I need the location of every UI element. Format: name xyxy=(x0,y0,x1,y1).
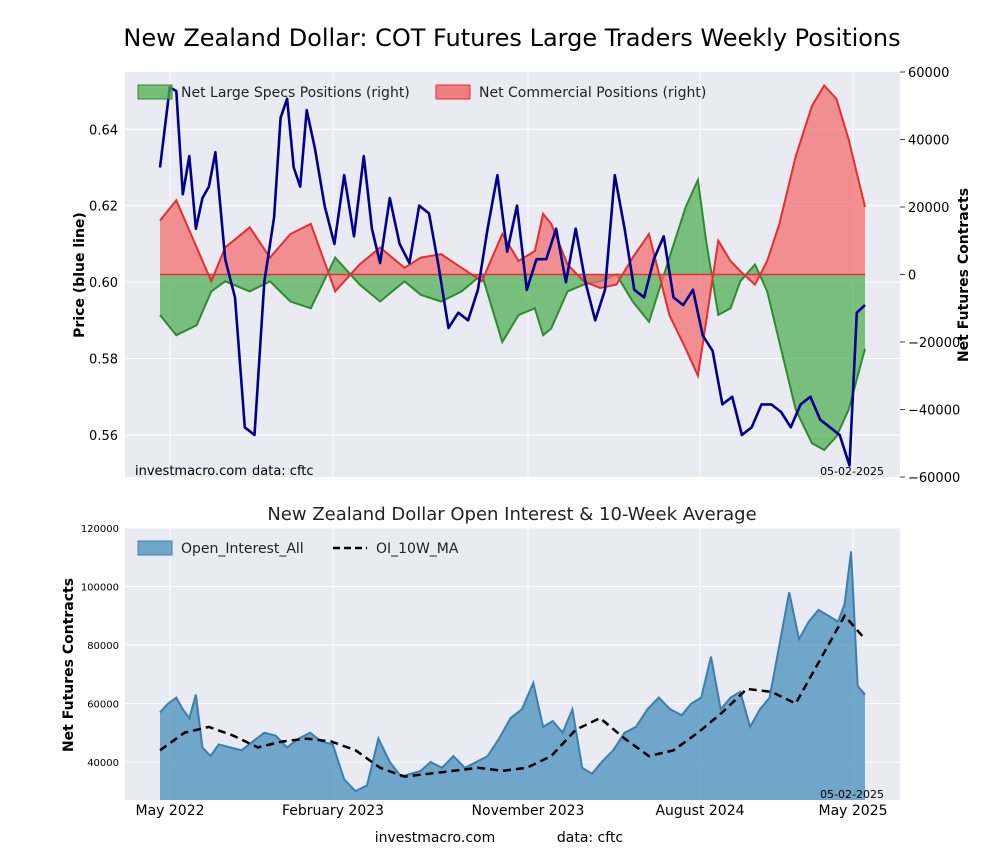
oi-line xyxy=(159,551,866,793)
top-right-tick-label: 0 xyxy=(908,269,916,284)
x-tick-label: February 2023 xyxy=(282,803,384,819)
top-right-tick-label: −40000 xyxy=(908,404,960,419)
footer-data: data: cftc xyxy=(557,830,623,846)
ma-line xyxy=(159,613,866,778)
specs-line xyxy=(159,176,866,452)
top-right-tick-label: 40000 xyxy=(908,134,949,149)
x-axis-ticks: May 2022 February 2023 November 2023 August… xyxy=(135,803,887,819)
top-left-ticks: 0.56 0.58 0.60 0.62 0.64 xyxy=(89,123,118,444)
bottom-tick-label: 80000 xyxy=(87,641,119,652)
top-right-tick-label: 20000 xyxy=(908,201,949,216)
bottom-tick-label: 40000 xyxy=(87,758,119,769)
top-left-tick-label: 0.62 xyxy=(89,200,118,215)
top-left-tick-label: 0.64 xyxy=(89,123,118,138)
bottom-axis-label: Net Futures Contracts xyxy=(61,578,77,752)
legend-specs-label: Net Large Specs Positions (right) xyxy=(181,85,410,101)
top-left-tick-label: 0.58 xyxy=(89,353,118,368)
price-line xyxy=(158,86,866,467)
oi-area xyxy=(160,551,865,800)
legend-commercial-label: Net Commercial Positions (right) xyxy=(479,85,706,101)
top-right-tick-label: −60000 xyxy=(908,471,960,486)
top-right-tick-label: −20000 xyxy=(908,336,960,351)
bottom-date-label: 05-02-2025 xyxy=(820,788,884,801)
top-watermark-site: investmacro.com xyxy=(135,464,247,479)
legend-oi-label: Open_Interest_All xyxy=(181,541,304,557)
specs-area xyxy=(160,180,865,450)
top-left-axis-label: Price (blue line) xyxy=(72,212,88,338)
x-tick-label: November 2023 xyxy=(472,803,585,819)
top-left-tick-label: 0.60 xyxy=(89,276,118,291)
top-date-label: 05-02-2025 xyxy=(820,465,884,478)
bottom-tick-label: 120000 xyxy=(81,524,119,535)
top-price-line xyxy=(158,86,866,467)
legend-oi-swatch xyxy=(137,540,173,556)
x-tick-label: August 2024 xyxy=(655,803,744,819)
top-right-axis-label: Net Futures Contracts xyxy=(956,188,972,362)
bottom-tick-label: 100000 xyxy=(81,582,119,593)
x-tick-label: May 2025 xyxy=(818,803,887,819)
top-right-tick-label: 60000 xyxy=(908,66,949,81)
top-left-tick-label: 0.56 xyxy=(89,429,118,444)
legend-specs-swatch xyxy=(137,84,173,100)
legend-ma-label: OI_10W_MA xyxy=(376,541,459,557)
bottom-area xyxy=(159,551,866,800)
top-watermark-data: data: cftc xyxy=(252,464,314,479)
top-right-ticks: 60000 40000 20000 0 −20000 −40000 −60000 xyxy=(900,66,960,486)
bottom-y-ticks: 40000 60000 80000 100000 120000 xyxy=(81,524,119,769)
bottom-tick-label: 60000 xyxy=(87,699,119,710)
bottom-ma-line xyxy=(159,613,866,778)
top-chart-title: New Zealand Dollar: COT Futures Large Tr… xyxy=(123,24,900,52)
bottom-chart-title: New Zealand Dollar Open Interest & 10-We… xyxy=(267,504,756,525)
legend-commercial-swatch xyxy=(435,84,471,100)
x-tick-label: May 2022 xyxy=(135,803,204,819)
commercial-area xyxy=(160,85,865,376)
footer-site: investmacro.com xyxy=(375,830,495,846)
